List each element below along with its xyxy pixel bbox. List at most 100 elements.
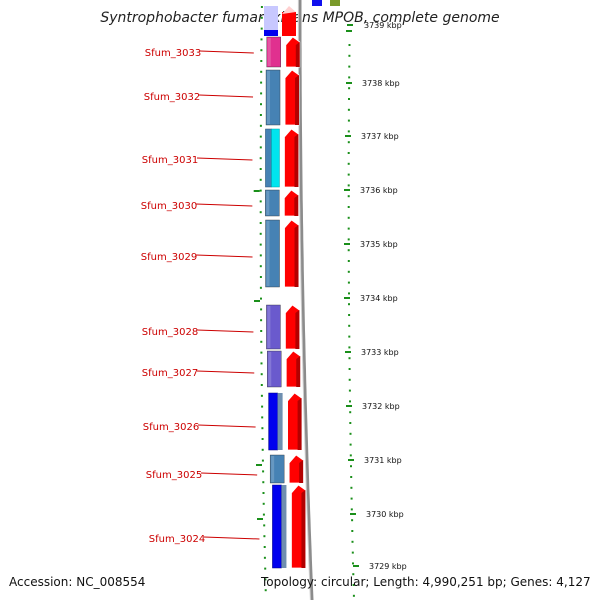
cog-block-shine: [271, 456, 275, 482]
cog-block: [265, 219, 280, 288]
left-tick: [260, 319, 263, 322]
left-tick: [260, 16, 263, 19]
gene-label: Sfum_3025: [146, 470, 202, 481]
left-tick: [263, 535, 266, 538]
left-tick: [262, 481, 265, 484]
right-tick: [348, 76, 351, 79]
right-tick: [348, 346, 351, 349]
gene-label: Sfum_3031: [142, 155, 198, 166]
right-tick: [347, 238, 350, 241]
right-tick: [349, 411, 352, 414]
right-tick: [352, 573, 355, 576]
right-tick: [352, 562, 354, 565]
cog-block-shine: [266, 221, 270, 286]
left-tick: [261, 448, 264, 451]
backbone-line: [298, 0, 314, 600]
right-tick: [350, 486, 353, 489]
right-tick: [348, 98, 350, 100]
left-tick: [259, 200, 262, 203]
gene-arrow-shade: [299, 460, 304, 483]
partial-arrow-tip: [282, 6, 296, 14]
left-tick: [260, 340, 263, 343]
right-tick: [348, 324, 351, 327]
ruler-label: 3737 kbp: [361, 132, 399, 141]
gene-arrow-shade: [294, 195, 299, 216]
top-right-feature: [312, 0, 322, 6]
left-tick: [260, 373, 263, 376]
ruler-major-tick: [345, 351, 351, 353]
right-tick: [351, 530, 354, 532]
right-tick: [347, 195, 350, 198]
left-tick: [259, 114, 262, 116]
cog-block: [266, 36, 281, 68]
ruler-label: 3732 kbp: [362, 402, 400, 411]
label-leader: [199, 50, 254, 54]
gene-arrow-shade: [301, 490, 306, 568]
gene-label: Sfum_3024: [149, 534, 205, 545]
left-tick: [259, 222, 262, 224]
right-tick: [351, 519, 354, 522]
cog-block-shade: [277, 393, 283, 450]
ruler-major-tick: [344, 189, 350, 191]
gene-arrow-shade: [295, 310, 300, 349]
right-tick: [347, 216, 350, 219]
label-leader: [198, 94, 254, 98]
left-tick: [260, 6, 263, 8]
right-tick: [347, 119, 350, 122]
left-tick: [260, 27, 263, 30]
cog-block-shine: [266, 191, 270, 215]
left-tick-marks: [253, 6, 267, 592]
left-tick: [261, 427, 264, 430]
right-tick: [347, 184, 350, 187]
left-tick: [263, 556, 266, 559]
cog-block: [265, 189, 280, 217]
gene-label: Sfum_3033: [145, 48, 201, 59]
left-tick: [259, 168, 262, 170]
accession-text: Accession: NC_008554: [9, 575, 146, 589]
gene-arrow-shade: [296, 356, 301, 387]
left-tick: [260, 49, 263, 52]
right-tick-marks: [347, 44, 355, 597]
ruler-major-tick: [353, 565, 359, 567]
gene-label: Sfum_3030: [141, 201, 197, 212]
label-leader: [197, 424, 256, 428]
gene-label: Sfum_3028: [142, 327, 198, 338]
ruler-label: 3730 kbp: [366, 510, 404, 519]
left-tick: [259, 243, 262, 246]
ruler-major-tick: [347, 24, 353, 26]
top-partial-features: [264, 0, 352, 36]
right-tick: [348, 54, 351, 57]
right-tick: [347, 141, 350, 144]
cog-colored-blocks: [265, 36, 287, 569]
gene-arrow-shade: [295, 42, 300, 67]
ruler-label: 3734 kbp: [360, 294, 398, 303]
right-tick: [349, 422, 352, 424]
right-tick: [346, 30, 352, 32]
left-tick: [260, 394, 263, 397]
right-tick: [349, 443, 352, 446]
left-tick: [260, 351, 263, 354]
gene-label: Sfum_3032: [144, 92, 200, 103]
label-leader: [200, 472, 258, 476]
right-tick: [348, 389, 351, 392]
left-tick: [262, 513, 265, 516]
cog-block-shine: [267, 71, 271, 124]
ruler-label: 3736 kbp: [360, 186, 398, 195]
left-tick: [260, 92, 263, 95]
left-tick: [261, 416, 264, 419]
right-tick: [347, 108, 350, 111]
label-leader: [195, 254, 253, 258]
right-tick: [352, 584, 355, 586]
gene-arrow-shade: [294, 134, 299, 187]
partial-arrow: [282, 12, 296, 36]
left-tick: [260, 81, 263, 84]
ruler-major-tick: [344, 243, 350, 245]
left-tick: [259, 189, 262, 192]
left-tick: [259, 135, 262, 138]
left-tick: [260, 60, 263, 62]
left-tick: [262, 502, 265, 505]
right-tick: [348, 292, 350, 295]
right-tick: [347, 162, 350, 165]
cog-block: [265, 128, 272, 188]
